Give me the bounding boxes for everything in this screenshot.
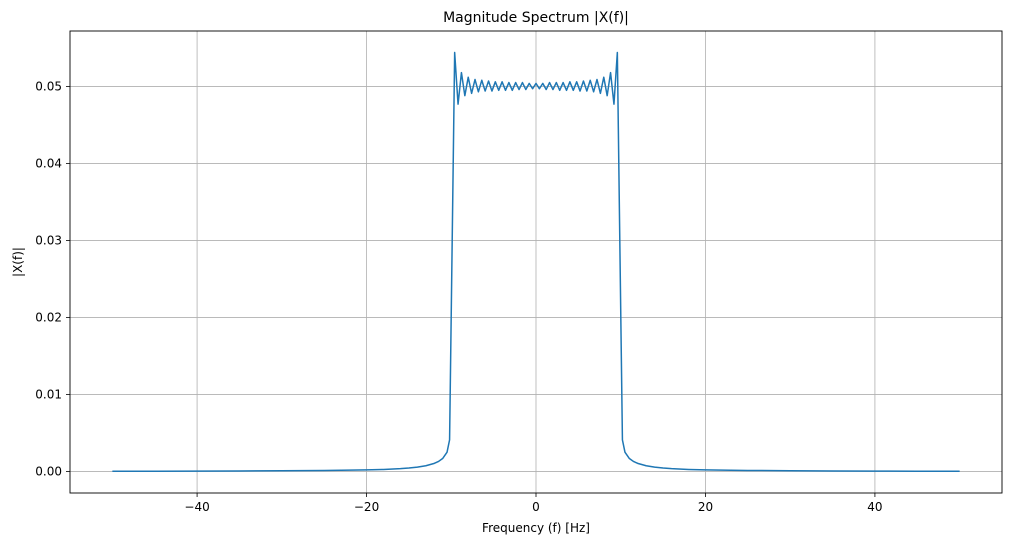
y-tick-label: 0.02 [35,310,62,324]
x-axis-label: Frequency (f) [Hz] [482,521,590,535]
plot-area [112,51,960,473]
x-tick-label: −40 [184,500,209,514]
y-tick-label: 0.01 [35,387,62,401]
y-tick-label: 0.05 [35,79,62,93]
x-tick-label: 40 [867,500,882,514]
x-tick-label: 0 [532,500,540,514]
x-tick-label: −20 [354,500,379,514]
spectrum-line [112,51,960,473]
axis-ticks: −40 −20 0 20 40 0.00 0.01 0.02 0.03 0.04 0.05 [35,79,882,514]
chart-title: Magnitude Spectrum |X(f)| [443,10,629,26]
y-tick-label: 0.03 [35,233,62,247]
grid [70,31,1002,493]
y-tick-label: 0.00 [35,464,62,478]
y-tick-label: 0.04 [35,156,62,170]
x-tick-label: 20 [698,500,713,514]
y-axis-label: |X(f)| [11,247,25,277]
